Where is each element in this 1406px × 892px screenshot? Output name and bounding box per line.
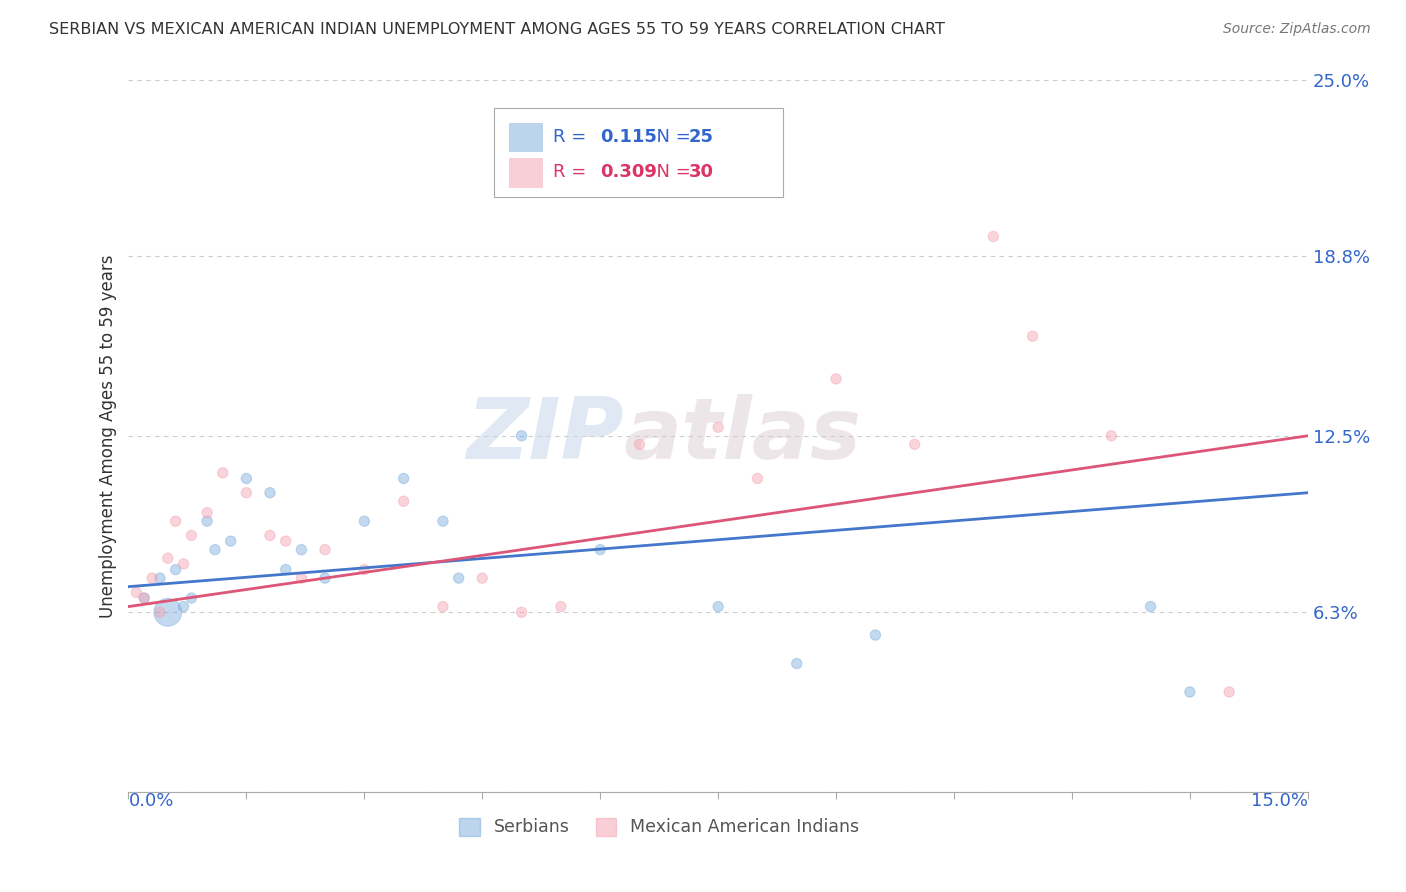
Point bbox=[550, 599, 572, 614]
Point bbox=[195, 506, 218, 520]
Point bbox=[707, 599, 730, 614]
Text: ZIP: ZIP bbox=[467, 394, 624, 477]
Point bbox=[1021, 329, 1043, 343]
Text: SERBIAN VS MEXICAN AMERICAN INDIAN UNEMPLOYMENT AMONG AGES 55 TO 59 YEARS CORREL: SERBIAN VS MEXICAN AMERICAN INDIAN UNEMP… bbox=[49, 22, 945, 37]
Point bbox=[165, 514, 187, 528]
Text: Source: ZipAtlas.com: Source: ZipAtlas.com bbox=[1223, 22, 1371, 37]
Point bbox=[134, 591, 156, 605]
Text: R =: R = bbox=[553, 163, 592, 181]
Point bbox=[219, 534, 242, 549]
Point bbox=[865, 628, 887, 642]
Point bbox=[589, 542, 612, 557]
Point bbox=[353, 563, 375, 577]
Point bbox=[1099, 429, 1122, 443]
Point bbox=[204, 542, 226, 557]
Point bbox=[786, 657, 808, 671]
Text: 0.115: 0.115 bbox=[600, 128, 657, 146]
Point bbox=[471, 571, 494, 585]
Y-axis label: Unemployment Among Ages 55 to 59 years: Unemployment Among Ages 55 to 59 years bbox=[100, 254, 117, 617]
FancyBboxPatch shape bbox=[494, 109, 783, 197]
Text: 15.0%: 15.0% bbox=[1251, 791, 1308, 810]
Point bbox=[1178, 685, 1201, 699]
Point bbox=[195, 514, 218, 528]
Point bbox=[825, 372, 848, 386]
Point bbox=[165, 563, 187, 577]
Point bbox=[149, 571, 172, 585]
Text: 0.0%: 0.0% bbox=[128, 791, 174, 810]
Point bbox=[314, 542, 336, 557]
Point bbox=[314, 571, 336, 585]
Text: 0.309: 0.309 bbox=[600, 163, 657, 181]
Point bbox=[904, 437, 927, 451]
Point bbox=[510, 429, 533, 443]
Point bbox=[235, 471, 257, 485]
Point bbox=[447, 571, 470, 585]
Point bbox=[353, 514, 375, 528]
Text: 30: 30 bbox=[689, 163, 714, 181]
Point bbox=[432, 514, 454, 528]
Point bbox=[211, 466, 233, 480]
Point bbox=[432, 599, 454, 614]
Point bbox=[149, 605, 172, 619]
Point bbox=[392, 494, 415, 508]
Point bbox=[1139, 599, 1161, 614]
FancyBboxPatch shape bbox=[509, 123, 543, 151]
Text: R =: R = bbox=[553, 128, 592, 146]
Point bbox=[156, 605, 179, 619]
Point bbox=[290, 542, 312, 557]
FancyBboxPatch shape bbox=[509, 158, 543, 186]
Point bbox=[981, 229, 1004, 244]
Point bbox=[1218, 685, 1240, 699]
Point bbox=[290, 571, 312, 585]
Point bbox=[180, 528, 202, 542]
Point bbox=[392, 471, 415, 485]
Point bbox=[173, 557, 195, 571]
Point bbox=[510, 605, 533, 619]
Point bbox=[235, 485, 257, 500]
Point bbox=[707, 420, 730, 434]
Text: N =: N = bbox=[645, 163, 696, 181]
Point bbox=[156, 551, 179, 566]
Point bbox=[141, 571, 163, 585]
Point bbox=[180, 591, 202, 605]
Point bbox=[747, 471, 769, 485]
Text: atlas: atlas bbox=[624, 394, 862, 477]
Legend: Serbians, Mexican American Indians: Serbians, Mexican American Indians bbox=[451, 811, 866, 844]
Point bbox=[259, 485, 281, 500]
Text: N =: N = bbox=[645, 128, 696, 146]
Point bbox=[125, 585, 148, 599]
Text: 25: 25 bbox=[689, 128, 714, 146]
Point bbox=[274, 534, 297, 549]
Point bbox=[173, 599, 195, 614]
Point bbox=[259, 528, 281, 542]
Point bbox=[274, 563, 297, 577]
Point bbox=[134, 591, 156, 605]
Point bbox=[628, 437, 651, 451]
